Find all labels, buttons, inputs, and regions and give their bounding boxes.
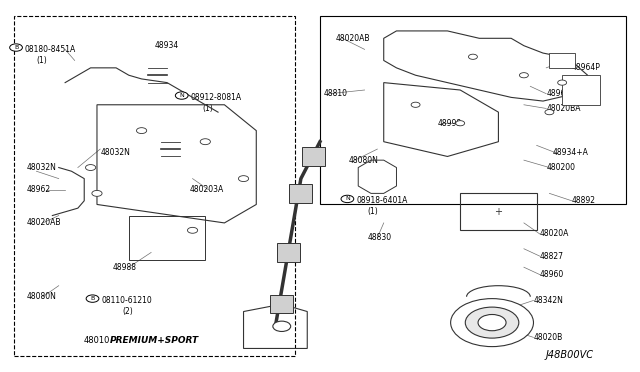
Circle shape: [86, 295, 99, 302]
Text: 48010: 48010: [84, 336, 110, 345]
Circle shape: [10, 44, 22, 51]
Circle shape: [465, 307, 519, 338]
Circle shape: [200, 139, 211, 145]
Circle shape: [557, 80, 566, 85]
Text: 48080N: 48080N: [349, 155, 378, 165]
Text: 08918-6401A: 08918-6401A: [356, 196, 408, 205]
Circle shape: [545, 110, 554, 115]
Text: 48032N: 48032N: [27, 163, 57, 172]
Text: 48830: 48830: [368, 233, 392, 242]
Circle shape: [239, 176, 248, 182]
Text: 48342N: 48342N: [534, 296, 563, 305]
Circle shape: [92, 190, 102, 196]
Text: 48934+A: 48934+A: [552, 148, 588, 157]
Circle shape: [468, 54, 477, 60]
Text: 48988: 48988: [113, 263, 137, 272]
Circle shape: [136, 128, 147, 134]
Circle shape: [411, 102, 420, 108]
Circle shape: [273, 321, 291, 331]
FancyBboxPatch shape: [549, 53, 575, 68]
Circle shape: [175, 92, 188, 99]
Text: (1): (1): [202, 104, 213, 113]
Text: 08912-8081A: 08912-8081A: [191, 93, 242, 102]
Text: +: +: [495, 207, 502, 217]
Text: 48020B: 48020B: [534, 333, 563, 342]
Text: 48962: 48962: [27, 185, 51, 194]
Text: 48964PA: 48964PA: [546, 89, 580, 98]
Circle shape: [456, 121, 465, 126]
Text: 48020A: 48020A: [540, 230, 569, 238]
Text: 08180-8451A: 08180-8451A: [25, 45, 76, 54]
Text: PREMIUM+SPORT: PREMIUM+SPORT: [109, 336, 199, 345]
Text: 48032N: 48032N: [100, 148, 130, 157]
Circle shape: [86, 164, 96, 170]
Text: N: N: [179, 93, 184, 98]
Text: (2): (2): [122, 307, 133, 316]
Text: 480203A: 480203A: [189, 185, 223, 194]
Circle shape: [451, 299, 534, 347]
Text: J48B00VC: J48B00VC: [546, 350, 594, 359]
Text: (1): (1): [36, 56, 47, 65]
FancyBboxPatch shape: [289, 184, 312, 203]
Text: 480200: 480200: [546, 163, 575, 172]
Text: 48964P: 48964P: [572, 63, 600, 72]
Circle shape: [520, 73, 529, 78]
Circle shape: [341, 195, 354, 203]
Text: 48892: 48892: [572, 196, 596, 205]
Text: 48020BA: 48020BA: [546, 104, 580, 113]
FancyBboxPatch shape: [276, 243, 300, 262]
Text: (1): (1): [368, 207, 378, 217]
FancyBboxPatch shape: [270, 295, 293, 313]
Text: 48020AB: 48020AB: [27, 218, 61, 227]
Text: 48960: 48960: [540, 270, 564, 279]
FancyBboxPatch shape: [302, 147, 325, 166]
Text: 48827: 48827: [540, 251, 564, 261]
Text: 48998: 48998: [438, 119, 462, 128]
Text: 48020AB: 48020AB: [336, 34, 371, 43]
Text: B: B: [14, 45, 18, 50]
Circle shape: [478, 314, 506, 331]
Text: B: B: [90, 296, 95, 301]
Text: N: N: [345, 196, 350, 201]
Text: 48934: 48934: [154, 41, 179, 50]
Circle shape: [188, 227, 198, 233]
Text: 48810: 48810: [323, 89, 347, 98]
Text: 08110-61210: 08110-61210: [101, 296, 152, 305]
FancyBboxPatch shape: [562, 75, 600, 105]
Text: 48080N: 48080N: [27, 292, 57, 301]
